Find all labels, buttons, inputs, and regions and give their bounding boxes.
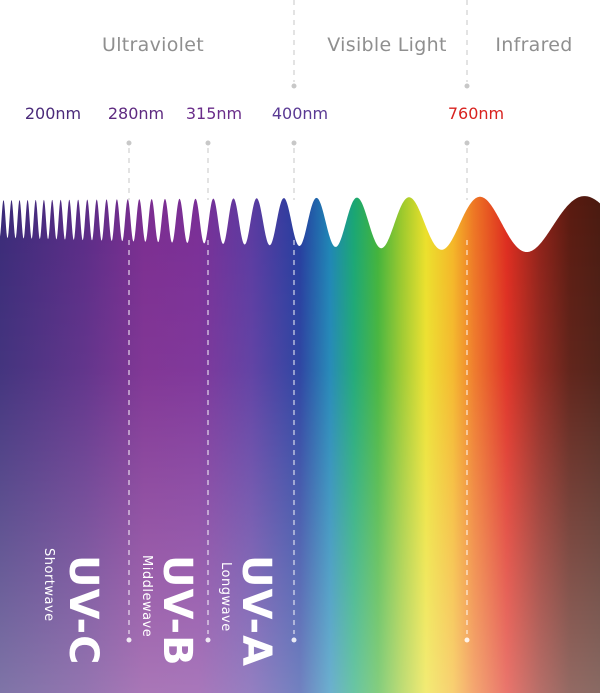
marker-end-400nm bbox=[291, 637, 297, 643]
band-title-uva: UV-A bbox=[233, 555, 279, 667]
marker-dot-315nm bbox=[205, 140, 211, 146]
band-subtitle-uvb: Middlewave bbox=[139, 555, 154, 637]
wavelength-label-200nm: 200nm bbox=[25, 104, 81, 123]
region-label-visible-light: Visible Light bbox=[327, 34, 446, 56]
divider-dot-visible-infrared bbox=[464, 83, 470, 89]
region-label-infrared: Infrared bbox=[495, 34, 572, 56]
divider-dot-uv-visible bbox=[291, 83, 297, 89]
marker-dot-760nm bbox=[464, 140, 470, 146]
band-subtitle-uva: Longwave bbox=[218, 562, 233, 632]
wavelength-label-280nm: 280nm bbox=[108, 104, 164, 123]
wavelength-label-760nm: 760nm bbox=[448, 104, 504, 123]
wavelength-label-315nm: 315nm bbox=[186, 104, 242, 123]
marker-end-280nm bbox=[126, 637, 132, 643]
marker-end-760nm bbox=[464, 637, 470, 643]
marker-dot-280nm bbox=[126, 140, 132, 146]
spectrum-fade-overlay bbox=[0, 196, 600, 693]
marker-end-315nm bbox=[205, 637, 211, 643]
band-title-uvc: UV-C bbox=[60, 555, 106, 665]
region-label-ultraviolet: Ultraviolet bbox=[102, 34, 204, 56]
band-title-uvb: UV-B bbox=[154, 555, 200, 667]
band-subtitle-uvc: Shortwave bbox=[41, 548, 56, 622]
wavelength-label-400nm: 400nm bbox=[272, 104, 328, 123]
marker-dot-400nm bbox=[291, 140, 297, 146]
